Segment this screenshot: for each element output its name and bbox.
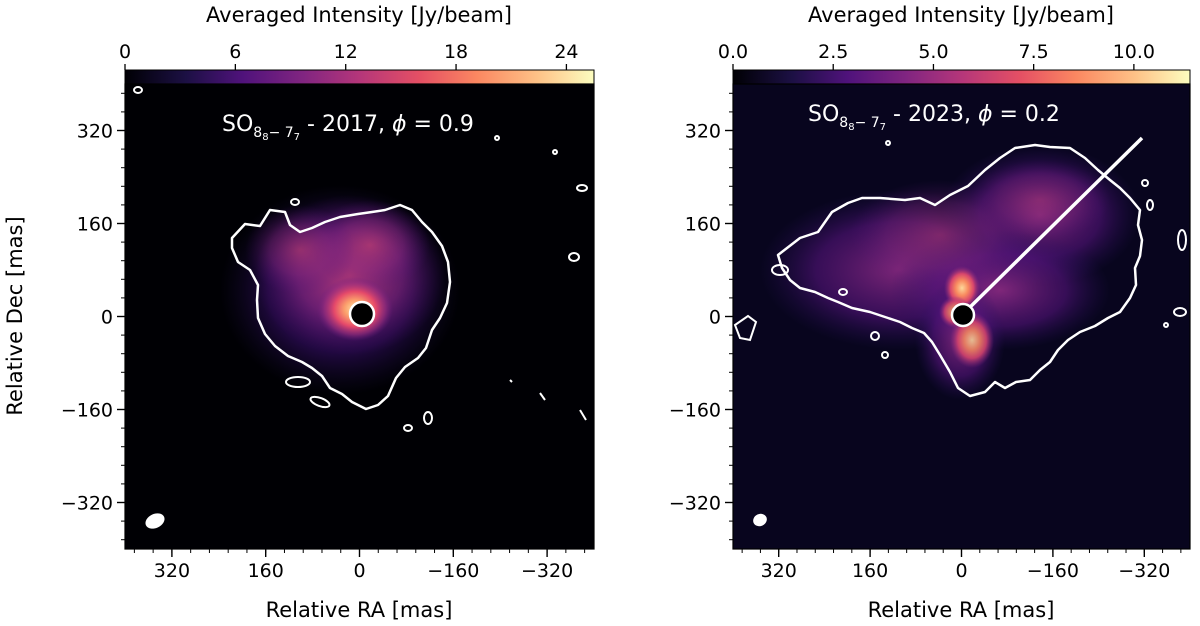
colorbar-label-2017: Averaged Intensity [Jy/beam] [206,3,512,27]
x-tick-label-2017-2: 0 [353,560,365,582]
emission-2023 [760,145,1140,400]
panel-title-2017: SO88− 77 - 2017, ϕ = 0.9 [222,112,474,143]
x-tick-label-2023-0: 320 [761,560,797,582]
beam-2017 [145,513,165,529]
x-tick-label-2017-0: 320 [154,560,190,582]
panel-title-2023: SO88− 77 - 2023, ϕ = 0.2 [808,102,1060,133]
y-tick-label-2017-2: 0 [101,307,113,329]
x-tick-label-2023-2: 0 [955,560,967,582]
emission-2017 [220,185,460,395]
contour-2023 [776,143,1144,398]
y-tick-label-2023-1: 160 [685,214,721,236]
colorbar-ticks-2017: 0 6 12 18 24 [119,41,579,70]
colorbar-tick-label-2023-3: 7.5 [1019,41,1049,63]
y-tick-label-2023-3: −160 [669,400,721,422]
y-tick-label-2023-4: −320 [669,493,721,515]
colorbar-tick-label-2017-0: 0 [119,41,131,63]
y-tick-label-2023-2: 0 [709,307,721,329]
colorbar-label-2023: Averaged Intensity [Jy/beam] [808,3,1114,27]
colorbar-tick-label-2017-2: 12 [334,41,358,63]
colorbar-ticks-2023: 0.0 2.5 5.0 7.5 10.0 [718,41,1155,70]
x-axis-label-2023: Relative RA [mas] [868,598,1055,622]
colorbar-tick-label-2017-1: 6 [229,41,241,63]
colorbar-tick-label-2023-1: 2.5 [818,41,848,63]
colorbar-2017 [124,69,595,85]
x-tick-label-2023-4: −320 [1118,560,1170,582]
colorbar-tick-label-2017-3: 18 [444,41,468,63]
colorbar-tick-label-2023-2: 5.0 [918,41,948,63]
axis-ticks-2023: 320 160 0 −160 −320 320 160 0 −160 −320 [669,92,1182,582]
x-tick-label-2023-3: −160 [1027,560,1079,582]
y-axis-label: Relative Dec [mas] [3,216,27,415]
colorbar-tick-label-2017-4: 24 [554,41,578,63]
colorbar-2023 [732,69,1191,85]
x-tick-label-2023-1: 160 [852,560,888,582]
center-mask-2017 [348,300,376,328]
axis-ticks-2017: 320 160 0 −160 −320 320 160 0 −160 −320 [61,92,586,582]
y-tick-label-2023-0: 320 [685,121,721,143]
y-tick-label-2017-3: −160 [61,400,113,422]
y-tick-label-2017-0: 320 [77,121,113,143]
cut-line-2023 [960,136,1144,317]
x-tick-label-2017-3: −160 [427,560,479,582]
x-tick-label-2017-4: −320 [521,560,573,582]
y-tick-label-2017-4: −320 [61,493,113,515]
colorbar-tick-label-2023-4: 10.0 [1113,41,1155,63]
panel-2017: Averaged Intensity [Jy/beam] 0 6 12 18 24 [3,3,595,622]
contour-islands-2017 [133,86,588,432]
center-mask-2023 [950,302,976,328]
x-axis-label-2017: Relative RA [mas] [266,598,453,622]
y-tick-label-2017-1: 160 [77,214,113,236]
contour-islands-2023 [733,140,1187,359]
colorbar-tick-label-2023-0: 0.0 [718,41,748,63]
beam-2023 [753,513,767,527]
contour-2017 [230,203,452,411]
x-tick-label-2017-1: 160 [248,560,284,582]
panel-2023: Averaged Intensity [Jy/beam] 0.0 2.5 5.0 7.… [669,3,1191,622]
